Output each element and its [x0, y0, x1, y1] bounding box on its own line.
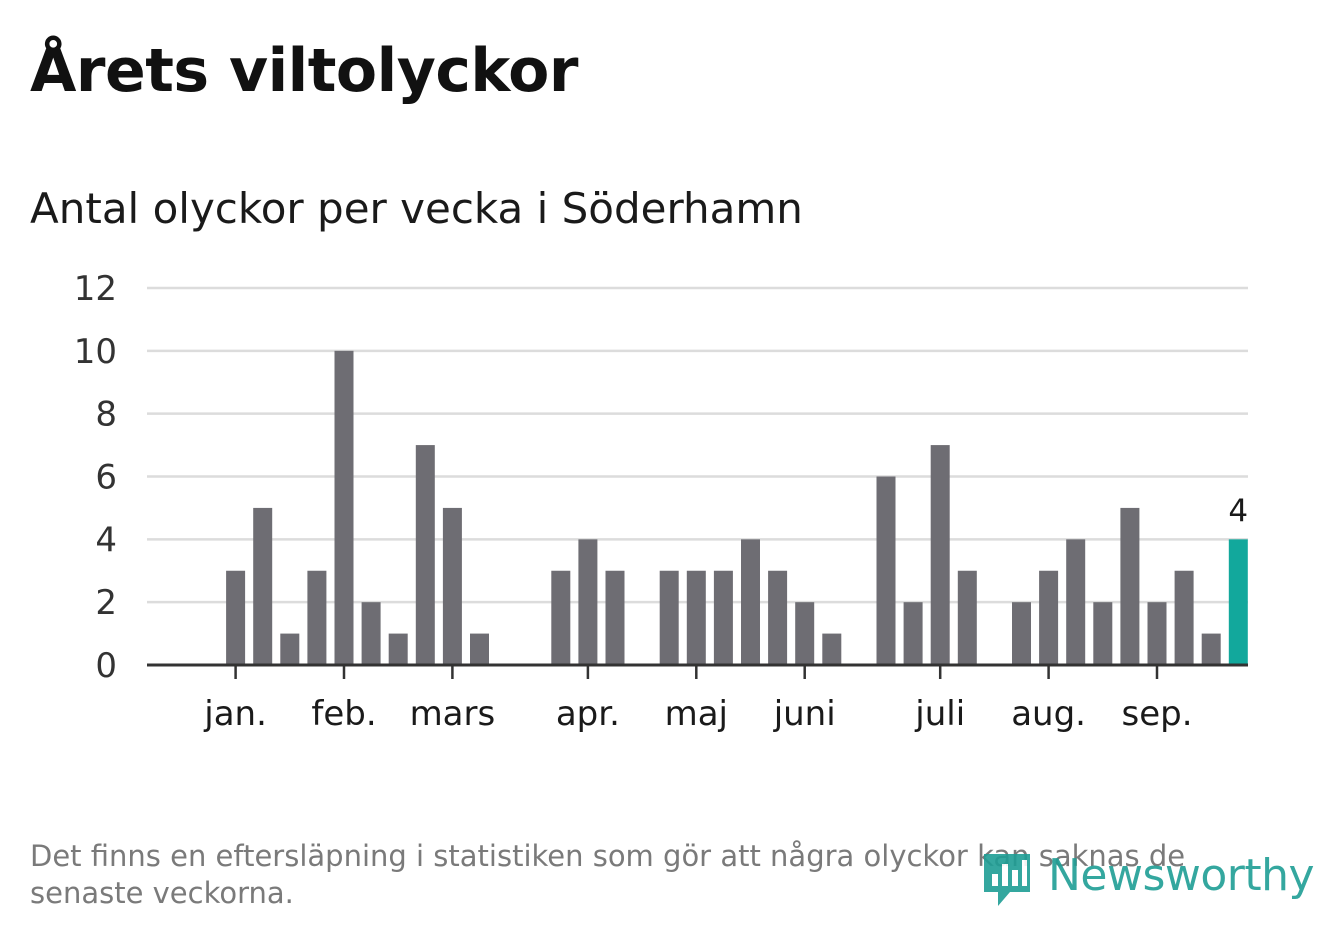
bar: [334, 350, 354, 665]
newsworthy-logo: Newsworthy: [980, 848, 1315, 910]
y-tick-label: 6: [95, 458, 117, 498]
bar: [470, 633, 489, 665]
x-tick-label: aug.: [1011, 694, 1086, 734]
bar: [930, 445, 950, 665]
y-tick-label: 8: [95, 395, 117, 435]
bar: [226, 570, 246, 665]
bar: [415, 445, 435, 665]
y-tick-label: 10: [74, 332, 117, 372]
bar: [1147, 602, 1167, 665]
bar: [388, 633, 408, 665]
bar: [605, 570, 625, 665]
bar: [551, 570, 571, 665]
bar: [442, 507, 462, 665]
bar: [659, 570, 679, 665]
y-tick-label: 12: [74, 269, 117, 309]
x-tick-label: juni: [773, 694, 836, 734]
bar: [1120, 507, 1140, 665]
bar: [1093, 602, 1113, 665]
x-tick-label: maj: [665, 694, 728, 734]
data-label: 4: [1228, 493, 1248, 529]
bar: [1012, 602, 1031, 665]
y-tick-label: 0: [95, 646, 117, 686]
bar: [361, 602, 381, 665]
x-tick-label: feb.: [311, 694, 376, 734]
newsworthy-logo-text: Newsworthy: [1048, 850, 1315, 901]
bar: [741, 539, 760, 665]
bar: [307, 570, 327, 665]
x-tick-label: sep.: [1121, 694, 1192, 734]
bar: [876, 476, 896, 665]
x-tick-label: mars: [410, 694, 496, 734]
y-tick-label: 2: [95, 583, 117, 623]
y-tick-label: 4: [95, 520, 117, 560]
bar-highlight: [1228, 539, 1248, 665]
bar: [280, 633, 300, 665]
bar: [253, 507, 273, 665]
bar: [768, 570, 788, 665]
x-tick-label: jan.: [203, 694, 267, 734]
chart-subtitle: Antal olyckor per vecka i Söderhamn: [30, 184, 803, 233]
bar: [578, 539, 598, 665]
newsworthy-logo-icon: [984, 854, 1030, 906]
bar: [713, 570, 733, 665]
bar: [686, 570, 706, 665]
bar: [795, 602, 815, 665]
bar: [1039, 570, 1059, 665]
bar: [957, 570, 977, 665]
bar: [822, 633, 842, 665]
bar: [1201, 633, 1221, 665]
bar: [1066, 539, 1086, 665]
x-tick-label: juli: [914, 694, 965, 734]
x-tick-label: apr.: [556, 694, 620, 734]
chart-title: Årets viltolyckor: [30, 36, 579, 106]
bar: [903, 602, 923, 665]
bar-chart: 0 2 4 6 8 10 12 jan. feb. mars apr. maj juni juli aug.…: [74, 269, 1248, 734]
bar: [1174, 570, 1194, 665]
